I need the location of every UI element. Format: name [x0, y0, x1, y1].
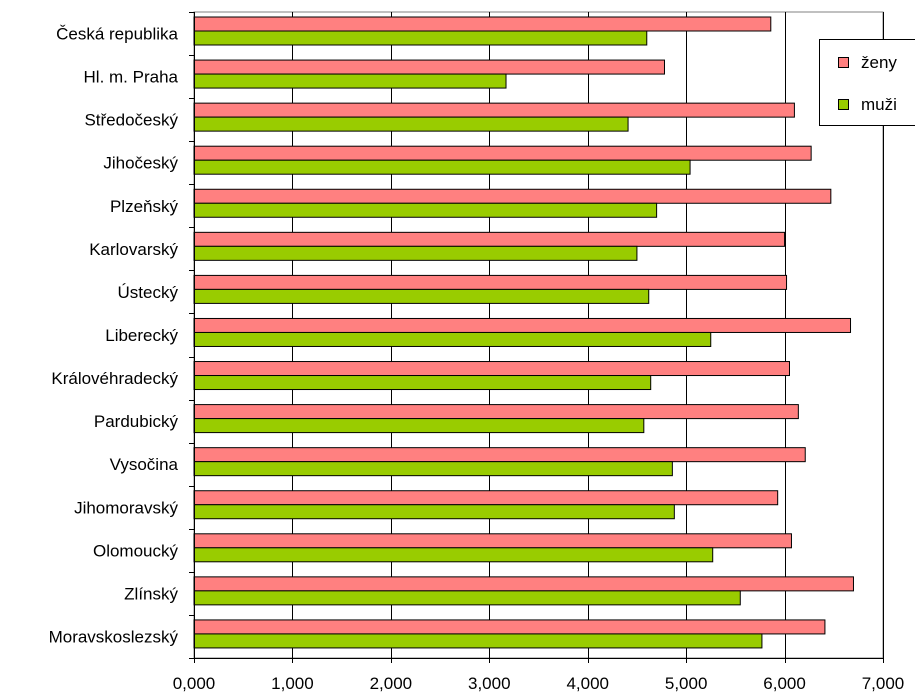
- bar-muzi: [194, 332, 711, 346]
- x-tick-label: 4,000: [566, 674, 609, 693]
- category-label: Hl. m. Praha: [84, 68, 179, 87]
- category-label: Jihomoravský: [74, 498, 178, 517]
- category-label: Liberecký: [105, 326, 178, 345]
- bar-zeny: [194, 17, 771, 31]
- bar-muzi: [194, 505, 674, 519]
- bar-zeny: [194, 620, 825, 634]
- bar-muzi: [194, 376, 651, 390]
- bar-zeny: [194, 577, 853, 591]
- bar-muzi: [194, 31, 647, 45]
- category-label: Karlovarský: [89, 240, 178, 259]
- bar-muzi: [194, 117, 628, 131]
- bar-zeny: [194, 146, 811, 160]
- bar-muzi: [194, 74, 506, 88]
- bar-zeny: [194, 189, 831, 203]
- bar-zeny: [194, 362, 789, 376]
- category-label: Středočeský: [84, 111, 178, 130]
- bar-zeny: [194, 448, 805, 462]
- bar-zeny: [194, 405, 798, 419]
- category-label: Moravskoslezský: [49, 627, 179, 646]
- x-tick-label: 7,000: [862, 674, 905, 693]
- bar-muzi: [194, 419, 644, 433]
- bar-muzi: [194, 548, 713, 562]
- bar-zeny: [194, 534, 791, 548]
- category-label: Jihočeský: [103, 154, 178, 173]
- category-label: Olomoucký: [93, 541, 179, 560]
- bar-muzi: [194, 462, 672, 476]
- bar-zeny: [194, 232, 785, 246]
- x-tick-label: 3,000: [468, 674, 511, 693]
- x-tick-label: 5,000: [665, 674, 708, 693]
- bar-muzi: [194, 289, 649, 303]
- legend-swatch-zeny: [839, 58, 849, 68]
- bar-zeny: [194, 103, 794, 117]
- category-label: Královéhradecký: [51, 369, 178, 388]
- legend-label-zeny: ženy: [861, 53, 897, 72]
- bar-zeny: [194, 60, 664, 74]
- x-tick-label: 6,000: [763, 674, 806, 693]
- category-label: Ústecký: [118, 283, 179, 302]
- category-label: Zlínský: [124, 584, 178, 603]
- category-label: Vysočina: [110, 455, 179, 474]
- category-label: Pardubický: [94, 412, 179, 431]
- legend-label-muzi: muži: [861, 95, 897, 114]
- x-tick-label: 0,000: [173, 674, 216, 693]
- bar-zeny: [194, 491, 778, 505]
- bar-muzi: [194, 591, 740, 605]
- bar-muzi: [194, 203, 657, 217]
- legend-swatch-muzi: [839, 100, 849, 110]
- bar-muzi: [194, 634, 762, 648]
- category-label: Česká republika: [56, 25, 178, 44]
- x-tick-label: 2,000: [370, 674, 413, 693]
- category-label: Plzeňský: [110, 197, 179, 216]
- bar-muzi: [194, 246, 637, 260]
- x-tick-label: 1,000: [271, 674, 314, 693]
- bar-zeny: [194, 318, 851, 332]
- bar-muzi: [194, 160, 690, 174]
- bar-zeny: [194, 275, 787, 289]
